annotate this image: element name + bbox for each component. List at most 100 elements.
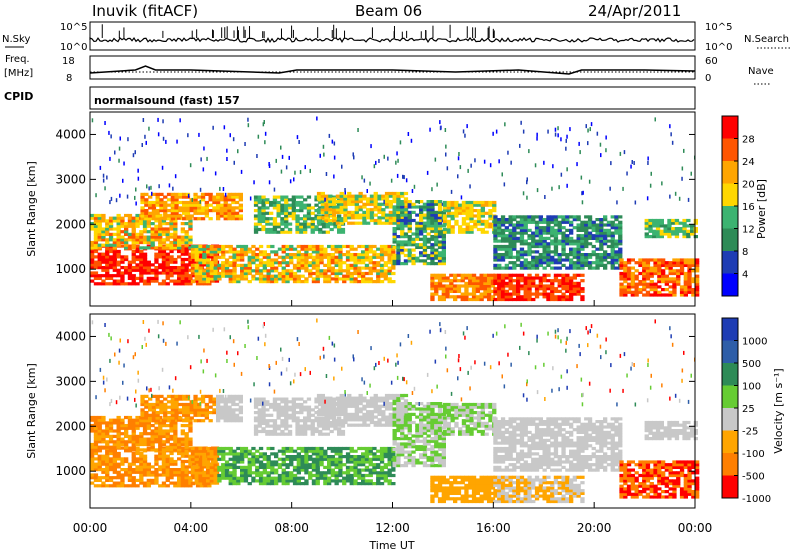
freq-trace bbox=[90, 66, 695, 74]
power-cell bbox=[304, 245, 308, 248]
power-cell bbox=[109, 217, 113, 220]
power-cell bbox=[376, 269, 380, 272]
power-cell bbox=[527, 177, 529, 181]
power-cell bbox=[303, 204, 307, 207]
power-cell bbox=[476, 295, 480, 298]
velocity-cell bbox=[212, 408, 216, 411]
power-cell bbox=[650, 258, 654, 261]
power-cell bbox=[156, 209, 160, 212]
power-cell bbox=[590, 127, 592, 131]
power-cell bbox=[248, 123, 250, 127]
power-cell bbox=[282, 267, 286, 270]
power-cell bbox=[507, 151, 509, 155]
velocity-cell bbox=[151, 465, 155, 468]
velocity-cell bbox=[205, 403, 209, 406]
power-cell bbox=[404, 259, 408, 262]
velocity-cell bbox=[98, 484, 102, 487]
power-cell bbox=[365, 272, 369, 275]
power-cell bbox=[509, 229, 513, 232]
power-cell bbox=[473, 209, 477, 212]
velocity-cell bbox=[124, 416, 128, 419]
power-cell bbox=[369, 182, 371, 186]
power-cell bbox=[303, 214, 307, 217]
velocity-cell bbox=[308, 463, 312, 466]
power-cell bbox=[265, 217, 269, 220]
velocity-cell bbox=[282, 469, 286, 472]
power-cell bbox=[254, 196, 258, 199]
power-cell bbox=[324, 198, 326, 202]
power-cell bbox=[295, 209, 299, 212]
power-cell bbox=[320, 154, 322, 158]
power-cell bbox=[638, 280, 642, 283]
velocity-cell bbox=[143, 438, 147, 441]
power-cell bbox=[146, 184, 148, 188]
power-cell bbox=[512, 279, 516, 282]
power-cell bbox=[232, 248, 236, 251]
power-cell bbox=[493, 264, 497, 267]
power-cell bbox=[427, 246, 431, 249]
velocity-cell bbox=[251, 477, 255, 480]
velocity-cell bbox=[239, 395, 243, 398]
power-cell bbox=[299, 201, 303, 204]
power-cell bbox=[453, 284, 457, 287]
power-cell bbox=[308, 269, 312, 272]
power-cell bbox=[124, 214, 128, 217]
power-cell bbox=[198, 258, 202, 261]
power-cell bbox=[265, 212, 269, 215]
power-cell bbox=[227, 193, 231, 196]
power-cell bbox=[607, 261, 611, 264]
power-cell bbox=[261, 196, 265, 199]
power-cell bbox=[492, 201, 496, 204]
velocity-cell bbox=[117, 416, 121, 419]
velocity-cell bbox=[235, 414, 239, 417]
power-cell bbox=[623, 261, 627, 264]
power-cell bbox=[642, 293, 646, 296]
velocity-cell bbox=[270, 460, 274, 463]
power-cell bbox=[687, 258, 691, 261]
power-cell bbox=[665, 288, 669, 291]
power-cell bbox=[95, 193, 97, 197]
power-cell bbox=[265, 132, 267, 136]
power-cell bbox=[657, 291, 661, 294]
freq-left-tick-top: 18 bbox=[62, 56, 75, 67]
power-cell bbox=[127, 195, 129, 199]
power-cell bbox=[276, 159, 278, 163]
power-cell bbox=[147, 246, 151, 249]
power-cell bbox=[616, 200, 618, 204]
power-cell bbox=[267, 253, 271, 256]
power-cell bbox=[109, 233, 113, 236]
power-cell bbox=[372, 261, 376, 264]
power-cell bbox=[135, 202, 137, 206]
velocity-cell bbox=[151, 424, 155, 427]
power-cell bbox=[419, 259, 423, 262]
velocity-cell bbox=[193, 419, 197, 422]
power-cell bbox=[603, 229, 607, 232]
power-cell bbox=[512, 284, 516, 287]
power-cell bbox=[683, 149, 685, 153]
power-cell bbox=[188, 236, 192, 239]
power-cell bbox=[690, 224, 694, 227]
power-cell bbox=[561, 226, 565, 229]
power-cell bbox=[273, 196, 277, 199]
velocity-cell bbox=[173, 482, 177, 485]
power-cell bbox=[443, 201, 447, 204]
power-cell bbox=[281, 170, 283, 174]
velocity-cell bbox=[227, 406, 231, 409]
power-cell bbox=[614, 250, 618, 253]
power-cell bbox=[173, 266, 177, 269]
power-cell bbox=[638, 258, 642, 261]
velocity-cell bbox=[169, 457, 173, 460]
velocity-cell bbox=[120, 447, 124, 450]
power-cell bbox=[154, 253, 158, 256]
power-cell bbox=[229, 269, 233, 272]
velocity-cell bbox=[229, 463, 233, 466]
power-cell bbox=[98, 214, 102, 217]
power-cell bbox=[487, 274, 491, 277]
station-title: Inuvik (fitACF) bbox=[92, 2, 198, 20]
power-cell bbox=[603, 215, 607, 218]
power-cell bbox=[341, 228, 345, 231]
power-cell bbox=[335, 256, 339, 259]
velocity-cell bbox=[236, 447, 240, 450]
power-cell bbox=[357, 280, 361, 283]
velocity-cell bbox=[217, 447, 221, 450]
